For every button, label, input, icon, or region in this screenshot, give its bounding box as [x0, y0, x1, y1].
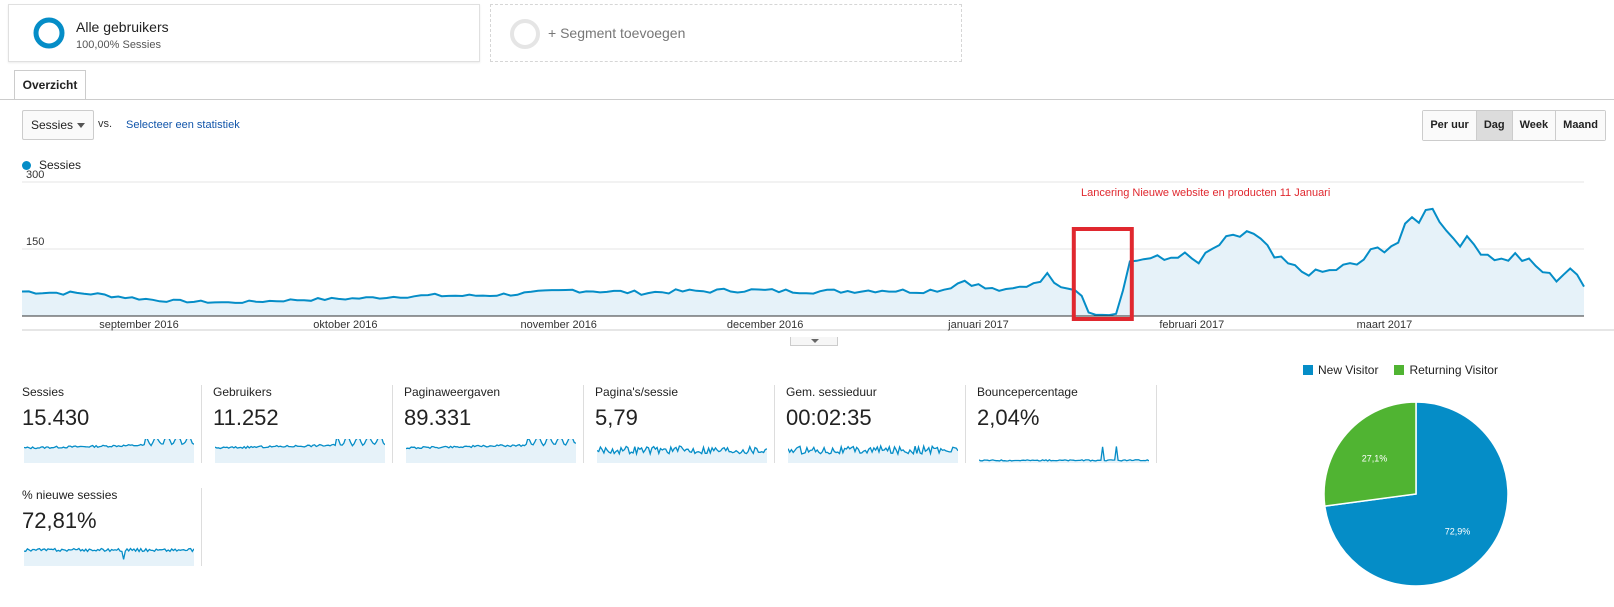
sparkline-line [24, 547, 194, 560]
sparkline [788, 443, 958, 463]
metric-label: Sessies [22, 385, 65, 399]
sparkline [215, 439, 385, 463]
metric-select-value: Sessies [31, 118, 74, 132]
sessions-area [22, 208, 1584, 316]
week-button[interactable]: Week [1511, 111, 1556, 140]
chevron-down-icon [811, 339, 819, 343]
metric-card-gem-sessieduur[interactable]: Gem. sessieduur 00:02:35 [786, 385, 976, 463]
metric-label: Gem. sessieduur [786, 385, 877, 399]
segment-card-all-users[interactable]: Alle gebruikers 100,00% Sessies [8, 4, 480, 62]
metric-card-bouncepercentage[interactable]: Bouncepercentage 2,04% [977, 385, 1167, 463]
metric-value: 2,04% [977, 405, 1040, 430]
sparkline-line [215, 439, 385, 450]
vs-label: vs. [98, 118, 113, 130]
metric-label: Bouncepercentage [977, 385, 1078, 399]
pie-slice-label: 72,9% [1445, 526, 1471, 536]
sparkline-area [406, 439, 576, 463]
metric-select[interactable]: Sessies [22, 110, 94, 140]
sparkline-line [406, 439, 576, 450]
legend-swatch-icon [1394, 365, 1405, 375]
per-uur-button[interactable]: Per uur [1423, 111, 1476, 140]
pie-slice[interactable] [1323, 401, 1417, 507]
y-tick-label: 300 [26, 170, 44, 181]
add-segment-label: + Segment toevoegen [548, 25, 686, 41]
tab-bar-divider [0, 99, 1614, 100]
metric-card-nieuwe-sessies[interactable]: % nieuwe sessies 72,81% [22, 488, 212, 566]
x-tick-label: oktober 2016 [313, 319, 377, 331]
card-divider [965, 385, 966, 463]
metric-value: 89.331 [404, 405, 472, 430]
x-tick-label: december 2016 [727, 319, 803, 331]
visitor-type-pie-chart[interactable]: 72,9% 27,1% [1316, 394, 1516, 594]
legend-dot-icon [22, 161, 31, 171]
maand-button[interactable]: Maand [1555, 111, 1605, 140]
sparkline [406, 439, 576, 463]
chart-legend[interactable]: Sessies [22, 158, 81, 172]
metric-value: 15.430 [22, 405, 90, 430]
legend-label: Returning Visitor [1409, 363, 1498, 377]
legend-swatch-icon [1303, 365, 1313, 375]
x-tick-label: februari 2017 [1159, 319, 1224, 331]
metric-card-sessies[interactable]: Sessies 15.430 [22, 385, 212, 463]
segment-subtitle: 100,00% Sessies [76, 39, 161, 51]
metric-label: % nieuwe sessies [22, 488, 118, 502]
legend-item-new-visitor[interactable]: New Visitor [1303, 363, 1378, 377]
legend-label: New Visitor [1318, 363, 1379, 377]
dag-button[interactable]: Dag [1475, 111, 1512, 140]
time-granularity-buttons: Per uur Dag Week Maand [1422, 110, 1606, 141]
sparkline [979, 446, 1149, 463]
annotation-highlight-box [1071, 227, 1134, 321]
sparkline-line [979, 446, 1149, 462]
sparkline-area [215, 439, 385, 463]
card-divider [201, 385, 202, 463]
card-divider [1156, 385, 1157, 463]
sparkline [597, 444, 767, 463]
sparkline-area [597, 446, 767, 463]
add-segment-card[interactable]: + Segment toevoegen [490, 4, 962, 62]
metric-card-paginas-per-sessie[interactable]: Pagina's/sessie 5,79 [595, 385, 785, 463]
sparkline-line [788, 443, 958, 457]
metric-card-paginaweergaven[interactable]: Paginaweergaven 89.331 [404, 385, 594, 463]
chart-resize-handle[interactable] [790, 337, 838, 346]
sparkline-area [24, 548, 194, 566]
metric-card-gebruikers[interactable]: Gebruikers 11.252 [213, 385, 403, 463]
sparkline-line [24, 439, 194, 450]
metric-value: 00:02:35 [786, 405, 872, 430]
metric-value: 11.252 [213, 405, 279, 430]
metric-label: Paginaweergaven [404, 385, 501, 399]
legend-sessies-label: Sessies [39, 158, 82, 172]
empty-segment-ring-icon [510, 19, 540, 49]
sparkline-area [979, 446, 1149, 463]
segment-title: Alle gebruikers [76, 19, 169, 35]
segment-ring-icon [33, 17, 65, 49]
chevron-down-icon [77, 123, 85, 128]
x-tick-label: januari 2017 [947, 319, 1009, 331]
sessions-line-chart[interactable]: 150 300 september 2016 oktober 2016 november… [0, 170, 1614, 342]
metric-value: 72,81% [22, 508, 97, 533]
select-statistic-link[interactable]: Selecteer een statistiek [126, 119, 240, 131]
x-tick-label: november 2016 [520, 319, 596, 331]
sparkline [24, 439, 194, 463]
pie-legend: New Visitor Returning Visitor [1303, 363, 1498, 377]
card-divider [583, 385, 584, 463]
metric-value: 5,79 [595, 405, 638, 430]
metric-label: Gebruikers [213, 385, 272, 399]
metric-label: Pagina's/sessie [595, 385, 679, 399]
tab-overzicht[interactable]: Overzicht [14, 70, 86, 99]
legend-item-returning-visitor[interactable]: Returning Visitor [1394, 363, 1498, 377]
sparkline [24, 547, 194, 566]
card-divider [201, 488, 202, 566]
annotation-label: Lancering Nieuwe website en producten 11… [1081, 187, 1330, 199]
sparkline-line [597, 444, 767, 457]
x-tick-label: september 2016 [99, 319, 179, 331]
y-tick-label: 150 [26, 236, 44, 248]
card-divider [774, 385, 775, 463]
pie-slice-label: 27,1% [1362, 454, 1388, 464]
sparkline-area [24, 439, 194, 463]
card-divider [392, 385, 393, 463]
x-tick-label: maart 2017 [1357, 319, 1413, 331]
sessions-line [21, 207, 1585, 317]
